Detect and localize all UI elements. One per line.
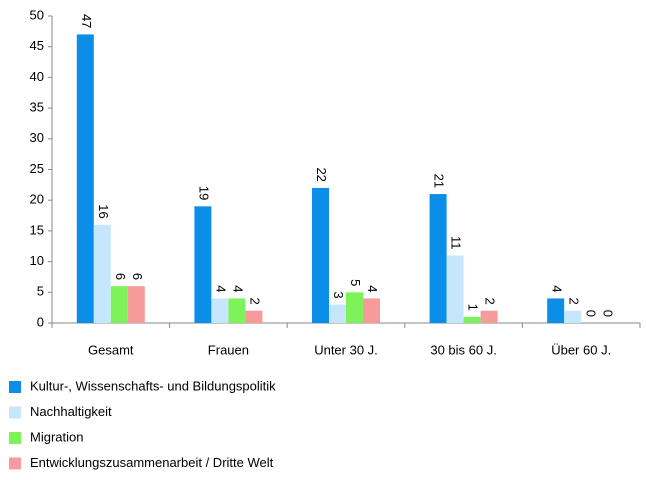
bar <box>127 286 145 323</box>
legend-label: Migration <box>30 429 83 444</box>
y-tick-label: 40 <box>30 69 44 84</box>
legend-swatch <box>9 406 21 419</box>
y-tick-label: 25 <box>30 161 44 176</box>
x-tick-label: Frauen <box>208 342 249 357</box>
data-label: 16 <box>96 204 111 218</box>
bar <box>76 34 94 324</box>
data-label: 0 <box>583 310 598 317</box>
y-tick-label: 45 <box>30 38 44 53</box>
data-label: 47 <box>79 14 94 28</box>
y-tick-label: 30 <box>30 130 44 145</box>
data-label: 4 <box>365 285 380 292</box>
bar <box>547 298 565 323</box>
y-tick-label: 10 <box>30 253 44 268</box>
bar <box>110 286 128 323</box>
data-label: 22 <box>314 167 329 181</box>
data-label: 4 <box>549 285 564 292</box>
y-tick-label: 15 <box>30 222 44 237</box>
legend-label: Entwicklungszusammenarbeit / Dritte Welt <box>30 455 274 470</box>
data-label: 21 <box>432 174 447 188</box>
data-label: 0 <box>600 310 615 317</box>
data-label: 4 <box>230 285 245 292</box>
y-tick-label: 35 <box>30 100 44 115</box>
data-label: 4 <box>213 285 228 292</box>
bar <box>564 310 582 323</box>
data-label: 6 <box>130 273 145 280</box>
data-label: 1 <box>466 304 481 311</box>
data-label: 11 <box>449 236 464 250</box>
x-tick-label: Über 60 J. <box>551 342 611 357</box>
data-label: 6 <box>113 273 128 280</box>
bar <box>245 310 263 323</box>
bar <box>429 194 447 323</box>
data-label: 5 <box>348 279 363 286</box>
bar <box>480 310 498 323</box>
bar <box>329 304 346 323</box>
bar <box>93 224 111 323</box>
bar <box>194 206 212 323</box>
data-label: 2 <box>483 297 498 304</box>
legend-label: Kultur-, Wissenschafts- und Bildungspoli… <box>30 378 276 393</box>
legend-swatch <box>9 457 21 470</box>
y-tick-label: 50 <box>30 7 44 22</box>
y-tick-label: 20 <box>30 192 44 207</box>
data-label: 2 <box>566 297 581 304</box>
bar <box>463 316 481 323</box>
x-tick-label: 30 bis 60 J. <box>430 342 497 357</box>
bar <box>312 187 329 323</box>
data-label: 2 <box>247 297 262 304</box>
x-tick-label: Gesamt <box>88 342 134 357</box>
x-tick-label: Unter 30 J. <box>314 342 378 357</box>
bar <box>363 298 380 323</box>
y-tick-label: 5 <box>37 284 44 299</box>
data-label: 3 <box>331 291 346 298</box>
legend-swatch <box>9 381 21 393</box>
data-label: 19 <box>196 186 211 200</box>
bar <box>211 298 229 323</box>
bar <box>346 292 363 323</box>
bar <box>228 298 246 323</box>
legend-swatch <box>9 432 21 444</box>
y-tick-label: 0 <box>37 314 44 329</box>
bar <box>446 255 464 323</box>
legend-label: Nachhaltigkeit <box>30 404 112 419</box>
